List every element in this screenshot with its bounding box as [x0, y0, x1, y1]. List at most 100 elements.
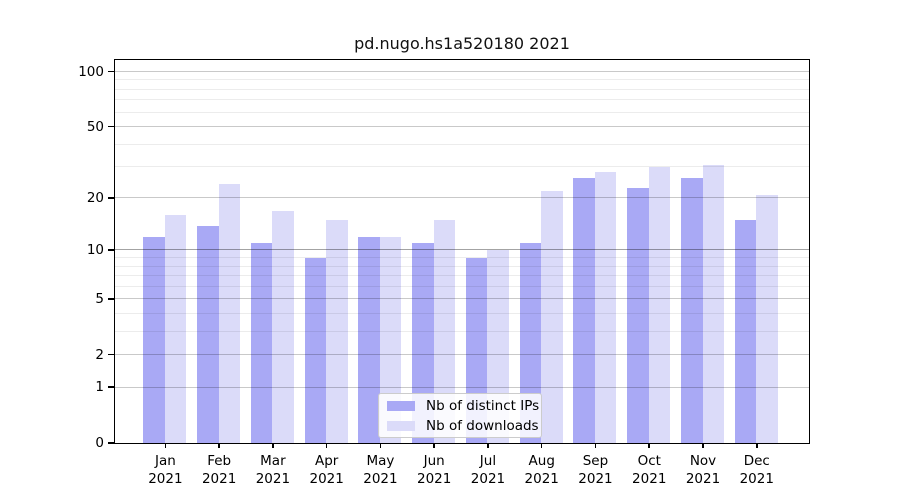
bar-downloads-mar: [272, 210, 294, 443]
y-tick-mark-10: [108, 249, 114, 251]
x-tick-month-text: Jul: [479, 453, 497, 469]
x-tick-mark-aug: [540, 443, 543, 448]
y-tick-mark-2: [108, 353, 114, 356]
y-tick-mark-20: [108, 197, 114, 199]
gridline-2: [115, 354, 809, 356]
gridline-7: [115, 275, 809, 277]
y-tick-mark-0: [108, 442, 114, 444]
x-tick-month-text: Jan: [154, 453, 176, 469]
x-tick-label-jun: Jun 2021: [402, 452, 466, 488]
x-tick-label-oct: Oct 2021: [617, 452, 681, 488]
gridline-3: [115, 330, 809, 332]
gridline-60: [115, 111, 809, 113]
gridline-5: [115, 298, 809, 300]
x-tick-mark-jun: [433, 443, 435, 448]
bar-distinct-ips-dec: [734, 220, 757, 443]
x-tick-label-sep: Sep 2021: [563, 452, 627, 488]
x-tick-year-text: 2021: [470, 471, 506, 487]
bar-downloads-jan: [164, 215, 187, 443]
x-tick-label-nov: Nov 2021: [671, 452, 735, 488]
bar-downloads-oct: [648, 167, 671, 443]
x-tick-month-text: Nov: [689, 453, 717, 469]
gridline-40: [115, 143, 809, 145]
y-tick-label-50: 50: [86, 118, 104, 135]
y-tick-mark-100: [108, 70, 114, 73]
x-tick-month-text: Sep: [582, 453, 609, 469]
gridline-8: [115, 265, 809, 267]
x-tick-month-text: Jun: [423, 453, 445, 469]
legend-swatch-downloads: [387, 420, 415, 431]
x-tick-mark-jul: [487, 443, 489, 448]
gridline-20: [115, 197, 809, 199]
x-tick-month-text: Mar: [260, 453, 286, 469]
x-tick-year-text: 2021: [255, 471, 291, 487]
x-tick-mark-jan: [164, 443, 167, 448]
gridline-30: [115, 166, 809, 168]
bar-downloads-aug: [541, 191, 563, 443]
x-tick-year-text: 2021: [201, 471, 237, 487]
chart-title: pd.nugo.hs1a520180 2021: [354, 34, 570, 53]
gridline-90: [115, 79, 809, 81]
x-tick-year-text: 2021: [524, 471, 559, 487]
gridline-100: [115, 71, 809, 72]
bar-distinct-ips-sep: [573, 178, 595, 443]
gridline-10: [115, 249, 809, 251]
gridline-4: [115, 312, 809, 314]
bar-downloads-feb: [218, 184, 241, 443]
bar-distinct-ips-may: [358, 237, 380, 443]
bar-downloads-sep: [594, 172, 617, 443]
bar-distinct-ips-oct: [627, 187, 649, 443]
bar-downloads-may: [379, 237, 402, 443]
y-tick-label-10: 10: [86, 241, 104, 258]
x-tick-year-text: 2021: [685, 471, 721, 487]
x-tick-label-apr: Apr 2021: [295, 452, 359, 488]
gridline-70: [115, 99, 809, 101]
x-tick-month-text: Apr: [314, 453, 339, 469]
y-tick-label-2: 2: [95, 346, 104, 363]
x-tick-label-jul: Jul 2021: [456, 452, 520, 488]
x-tick-month-text: Oct: [637, 453, 661, 469]
legend-label-distinct-ips: Nb of distinct IPs: [426, 397, 540, 414]
x-tick-year-text: 2021: [632, 471, 667, 487]
x-tick-mark-nov: [702, 443, 704, 448]
x-tick-mark-oct: [648, 443, 650, 448]
x-tick-label-jan: Jan 2021: [133, 452, 197, 488]
x-tick-year-text: 2021: [578, 471, 613, 487]
x-tick-mark-dec: [756, 443, 758, 448]
gridline-9: [115, 257, 809, 259]
gridline-1: [115, 386, 809, 388]
gridline-50: [115, 126, 809, 127]
x-tick-year-text: 2021: [417, 471, 452, 487]
y-tick-mark-1: [108, 386, 114, 388]
legend-item-downloads: Nb of downloads: [387, 418, 539, 434]
y-tick-mark-5: [108, 298, 114, 300]
legend-item-distinct-ips: Nb of distinct IPs: [387, 398, 539, 414]
bar-distinct-ips-feb: [197, 225, 219, 443]
bar-downloads-apr: [326, 220, 348, 443]
x-tick-label-mar: Mar 2021: [241, 452, 305, 488]
x-tick-month-text: Feb: [207, 453, 232, 469]
x-tick-month-text: Dec: [743, 453, 770, 469]
x-tick-year-text: 2021: [148, 471, 183, 487]
x-tick-label-feb: Feb 2021: [187, 452, 251, 488]
x-tick-year-text: 2021: [363, 471, 398, 487]
legend-swatch-distinct-ips: [387, 400, 415, 411]
x-tick-label-dec: Dec 2021: [725, 452, 789, 488]
x-tick-mark-mar: [272, 443, 274, 448]
x-tick-mark-apr: [325, 443, 328, 448]
y-tick-label-1: 1: [95, 379, 104, 396]
bar-downloads-nov: [702, 164, 724, 443]
y-tick-label-5: 5: [95, 290, 104, 307]
bar-distinct-ips-apr: [304, 258, 327, 443]
legend: Nb of distinct IPs Nb of downloads: [378, 393, 542, 438]
bar-downloads-jun: [433, 220, 456, 443]
y-tick-mark-50: [108, 125, 114, 128]
bar-downloads-dec: [756, 194, 778, 443]
y-tick-label-100: 100: [78, 63, 104, 80]
x-tick-mark-sep: [594, 443, 597, 448]
y-tick-label-20: 20: [86, 189, 104, 206]
x-tick-year-text: 2021: [739, 471, 774, 487]
x-tick-month-text: May: [366, 453, 395, 469]
plot-area: [114, 59, 810, 444]
